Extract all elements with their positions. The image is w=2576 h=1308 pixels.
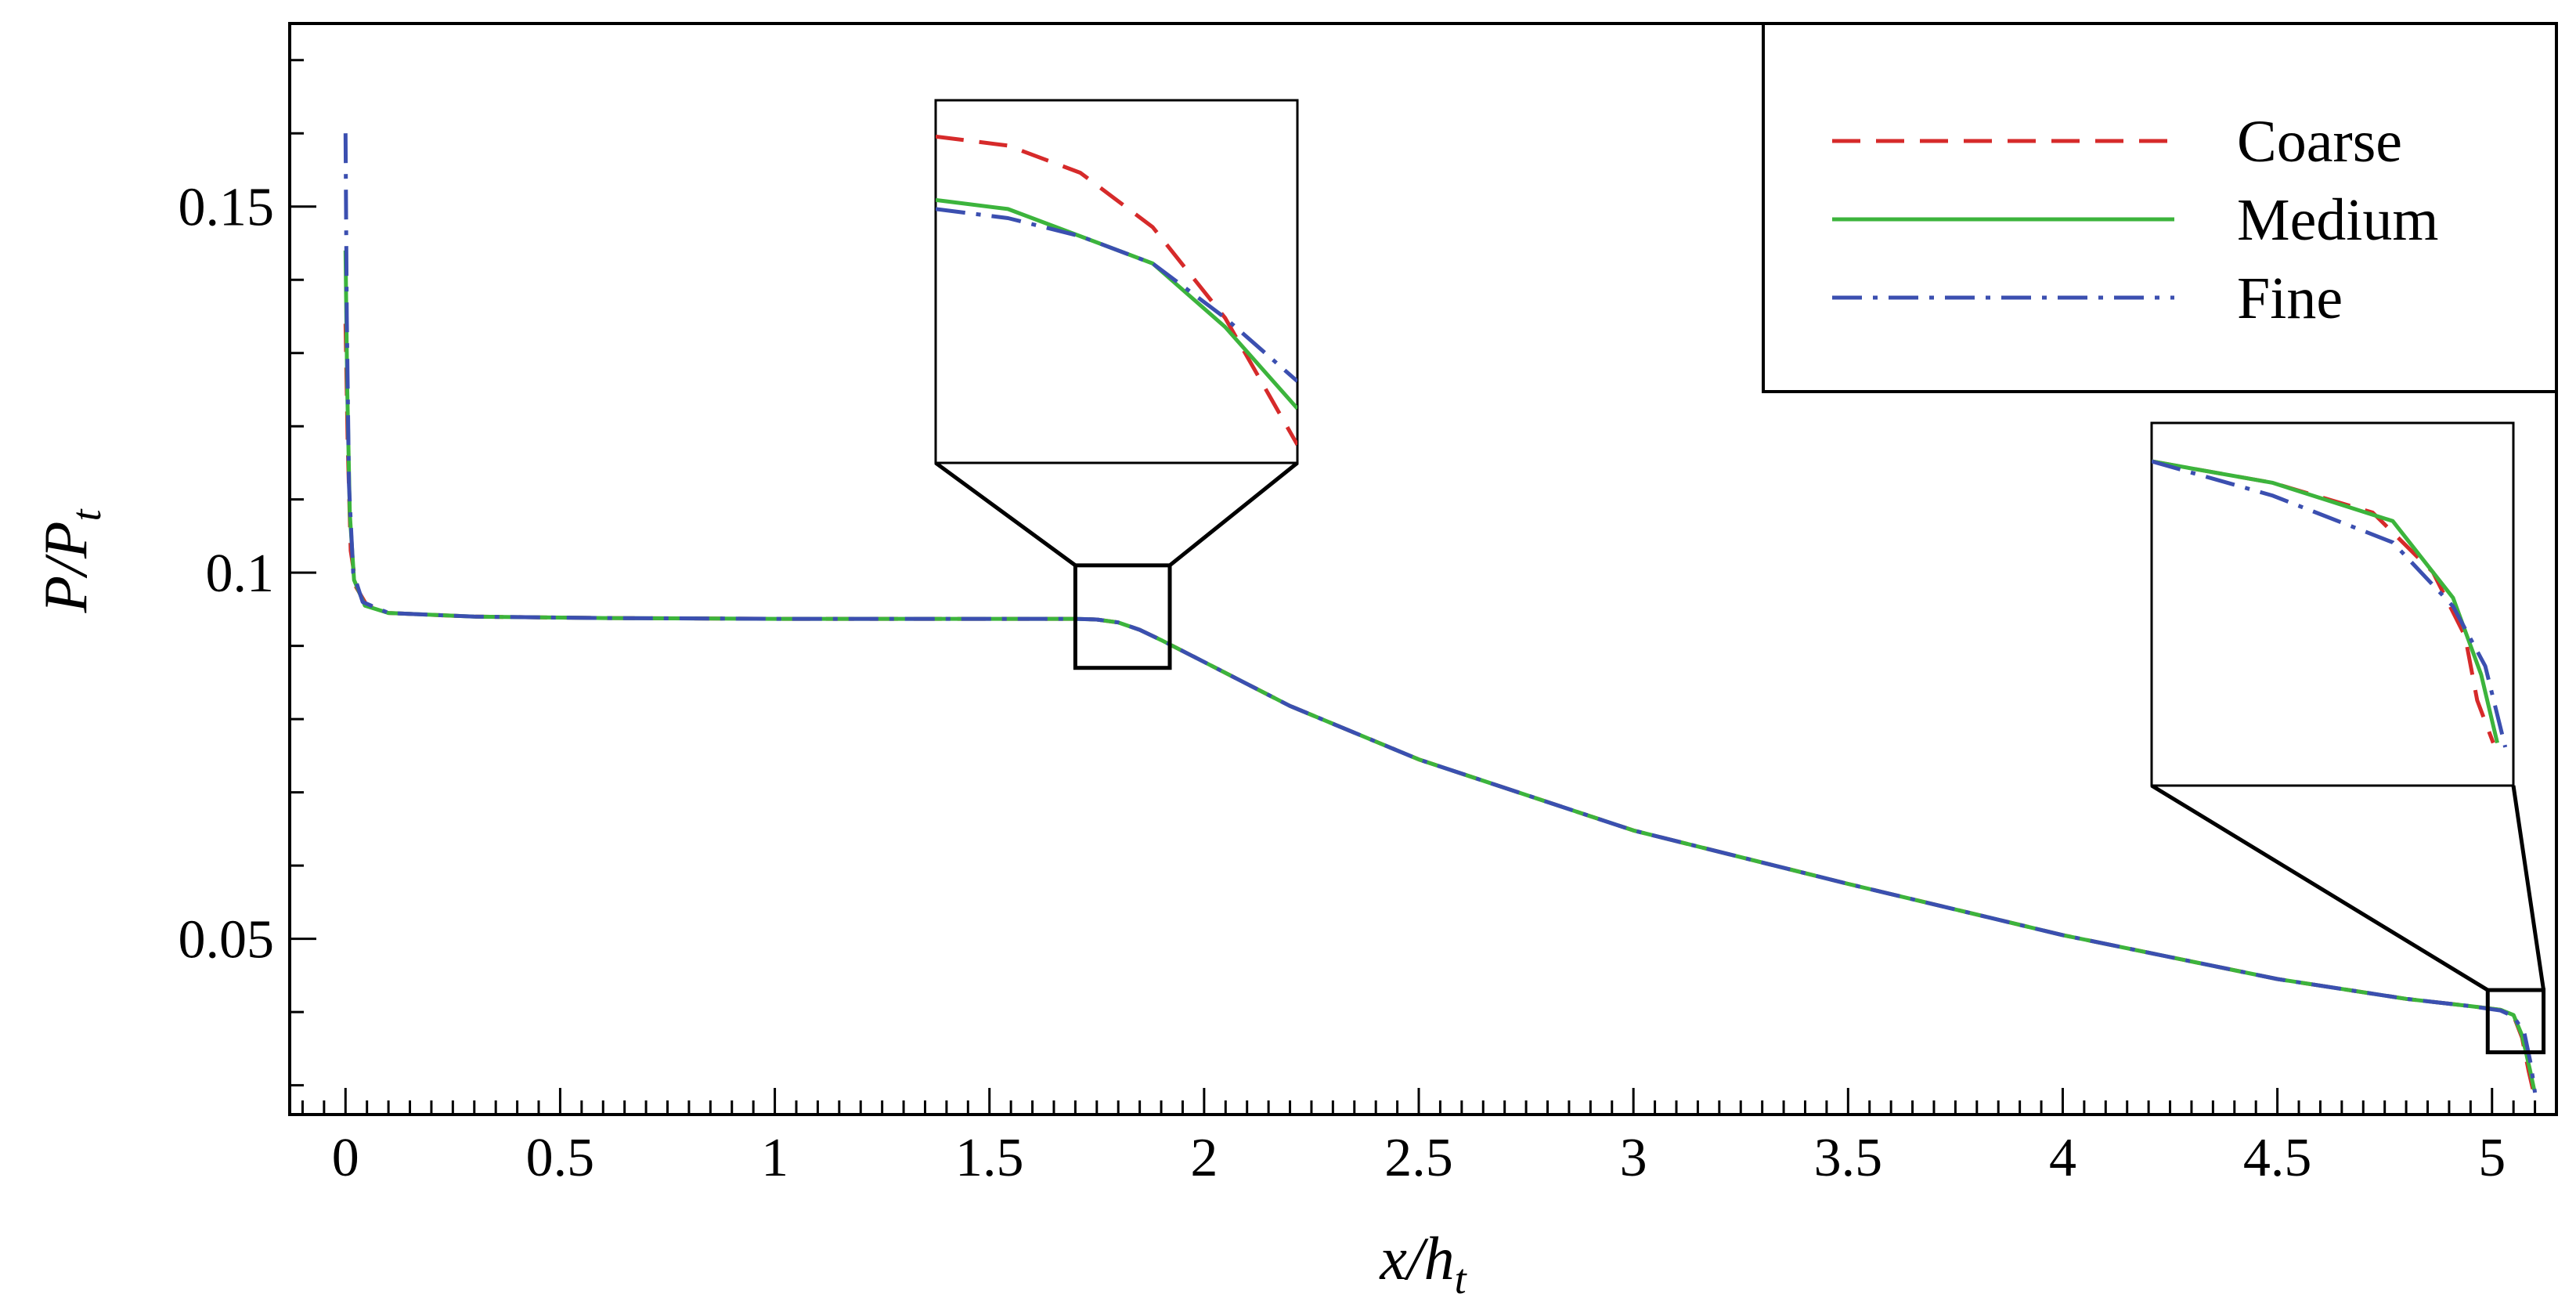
x-axis-label-subscript: t (1455, 1256, 1468, 1303)
x-tick-label: 1 (761, 1128, 788, 1188)
inset-series-line-fine (2152, 459, 2508, 748)
insets-layer (934, 99, 2546, 1055)
x-axis-label: x/ht (1379, 1224, 1467, 1303)
legend-layer: Coarse Medium Fine (1762, 22, 2558, 393)
x-tick-label: 5 (2478, 1128, 2506, 1188)
inset-series-line-coarse (936, 134, 1297, 446)
series-layer (343, 133, 2538, 1093)
x-tick-label: 0.5 (526, 1128, 595, 1188)
x-tick-label: 4 (2049, 1128, 2076, 1188)
y-tick-label: 0.05 (179, 910, 275, 970)
y-tick-label: 0.1 (206, 544, 275, 604)
zoom-connector (934, 461, 1077, 567)
plot-frame (288, 22, 2558, 1116)
zoom-connector (1168, 461, 1299, 567)
zoom-region-box (2485, 988, 2546, 1055)
x-tick-label: 3.5 (1814, 1128, 1883, 1188)
legend-label-fine: Fine (2237, 266, 2343, 331)
inset-series-line-fine (936, 207, 1297, 383)
series-line-fine (343, 133, 2538, 1093)
zoom-connector (2511, 785, 2546, 991)
zoom-region-box (1073, 563, 1172, 670)
x-tick-label: 2.5 (1384, 1128, 1453, 1188)
zoom-inset-frame (934, 99, 1299, 464)
x-tick-label: 1.5 (955, 1128, 1024, 1188)
x-tick-label: 3 (1620, 1128, 1647, 1188)
labels-layer: x/ht P/Pt (31, 508, 1468, 1303)
x-tick-label: 0 (332, 1128, 359, 1188)
zoom-inset-series (936, 134, 1297, 446)
zoom-connector (2150, 783, 2489, 992)
legend-label-coarse: Coarse (2237, 109, 2402, 175)
zoom-inset-2 (2150, 421, 2546, 1055)
inset-series-line-medium (2152, 459, 2499, 744)
y-tick-label: 0.15 (179, 178, 275, 238)
legend-label-medium: Medium (2237, 187, 2439, 253)
x-tick-label: 4.5 (2243, 1128, 2312, 1188)
y-axis-label: P/Pt (31, 508, 110, 614)
axes-layer: 0 0.5 1 1.5 2 2.5 3 3.5 4 4.5 5 0.05 0.1 0.15 (179, 22, 2558, 1188)
zoom-inset-1 (934, 99, 1299, 670)
x-tick-label: 2 (1190, 1128, 1218, 1188)
legend-box (1762, 22, 2558, 393)
zoom-inset-series (2152, 459, 2508, 748)
y-axis-label-subscript: t (63, 508, 110, 522)
